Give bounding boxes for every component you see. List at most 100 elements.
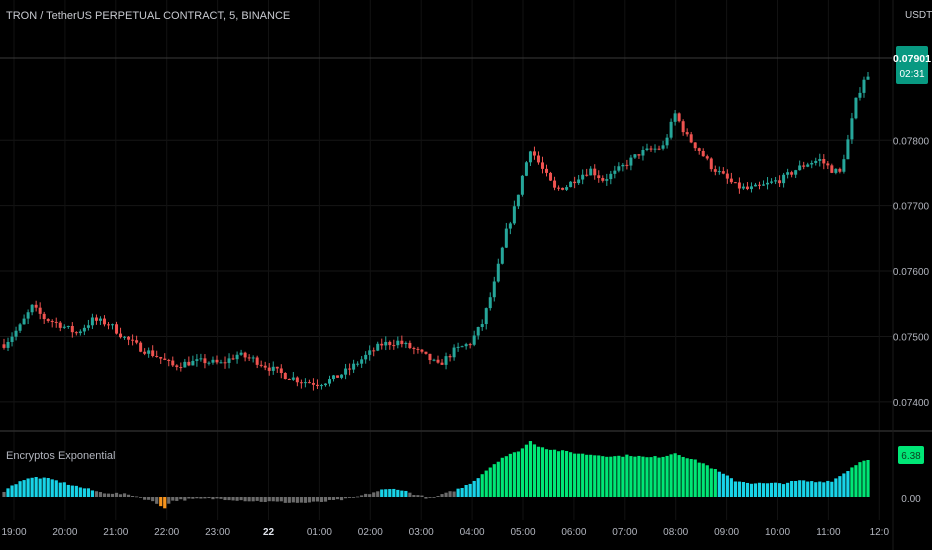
candle-body <box>392 345 396 347</box>
histogram-bar <box>46 478 50 497</box>
histogram-bar <box>90 490 95 497</box>
candle-body <box>127 336 131 340</box>
histogram-bar <box>191 497 195 499</box>
histogram-bar <box>179 497 183 500</box>
candle-body <box>86 325 90 328</box>
histogram-bar <box>830 481 834 497</box>
histogram-bar <box>733 481 737 497</box>
candle-body <box>303 382 307 384</box>
candle-body <box>183 361 187 368</box>
symbol-title[interactable]: TRON / TetherUS PERPETUAL CONTRACT, 5, B… <box>6 10 291 22</box>
candle-body <box>577 179 581 184</box>
histogram-bar <box>697 462 701 497</box>
histogram-bar <box>649 457 653 497</box>
candle-body <box>328 379 332 384</box>
candle-body <box>677 113 681 122</box>
candle-body <box>115 324 119 334</box>
candle-body <box>545 168 549 173</box>
histogram-bar <box>633 456 637 497</box>
candle-body <box>428 353 432 361</box>
histogram-bar <box>818 481 822 497</box>
candle-body <box>412 348 416 350</box>
histogram-bar <box>773 482 778 497</box>
histogram-bar <box>810 481 814 497</box>
histogram-bar <box>368 494 372 497</box>
histogram-bar <box>275 497 279 502</box>
time-tick-label: 02:00 <box>358 527 383 538</box>
histogram-bar <box>685 458 689 497</box>
candle-body <box>259 364 263 366</box>
candle-body <box>227 358 231 363</box>
candle-body <box>159 356 163 359</box>
candle-body <box>336 375 340 378</box>
histogram-bar <box>577 453 581 497</box>
candle-body <box>850 118 854 140</box>
candle-body <box>496 263 500 282</box>
histogram-bar <box>488 467 492 497</box>
candle-body <box>307 382 311 384</box>
histogram-bar <box>331 497 336 500</box>
candle-body <box>271 366 275 371</box>
candle-body <box>283 372 287 380</box>
candle-body <box>384 341 388 346</box>
histogram-bar <box>315 497 320 502</box>
histogram-bar <box>167 497 171 504</box>
histogram-bar <box>786 482 790 497</box>
histogram-bar <box>854 465 858 497</box>
histogram-bar <box>468 483 472 497</box>
time-tick-label: 22:00 <box>154 527 179 538</box>
candle-body <box>725 173 729 179</box>
histogram-bar <box>110 493 115 497</box>
candle-body <box>376 343 380 351</box>
histogram-bar <box>565 450 569 497</box>
price-axis[interactable]: 0.07800 0.07700 0.07600 0.07500 0.07400 <box>893 136 930 409</box>
histogram-bar <box>259 497 263 502</box>
candle-body <box>770 181 774 183</box>
candle-body <box>448 356 452 358</box>
histogram-bar <box>408 492 412 497</box>
histogram-bar <box>323 497 328 502</box>
candle-body <box>464 344 468 347</box>
candle-body <box>613 170 617 174</box>
histogram-bar <box>613 456 617 497</box>
histogram-bar <box>82 488 86 497</box>
histogram-bar <box>842 473 846 497</box>
candle-body <box>416 348 420 350</box>
candle-body <box>175 365 179 368</box>
candle-body <box>380 343 384 346</box>
candle-body <box>798 165 802 171</box>
candle-body <box>299 382 303 384</box>
candle-body <box>693 142 697 149</box>
histogram-bar <box>641 456 645 497</box>
candle-body <box>319 385 323 387</box>
histogram-bar <box>713 469 717 497</box>
indicator-title[interactable]: Encryptos Exponential <box>6 450 116 462</box>
histogram-bar <box>597 455 601 497</box>
histogram-bar <box>544 449 549 497</box>
price-tick-label: 0.07500 <box>893 332 930 343</box>
candle-body <box>516 194 520 207</box>
quote-unit-label[interactable]: USDT <box>905 10 932 21</box>
candle-body <box>263 365 267 368</box>
candle-body <box>653 148 657 150</box>
candle-body <box>822 158 826 164</box>
histogram-bar <box>376 491 380 497</box>
histogram-bar <box>2 491 6 497</box>
candle-body <box>681 121 685 133</box>
histogram-bar <box>388 489 392 497</box>
histogram-bar <box>460 487 464 497</box>
histogram-bar <box>432 497 436 498</box>
histogram-bar <box>585 454 589 497</box>
indicator-zero-label: 0.00 <box>901 494 921 505</box>
candle-body <box>167 359 171 361</box>
candle-body <box>34 304 38 308</box>
histogram-bar <box>858 462 862 497</box>
histogram-bar <box>745 482 750 497</box>
candle-body <box>721 171 725 174</box>
histogram-bar <box>625 454 629 497</box>
candle-body <box>54 321 58 323</box>
histogram-bar <box>802 480 806 497</box>
time-axis[interactable]: 19:00 20:00 21:00 22:00 23:00 22 01:00 02:00 03:… <box>1 527 889 538</box>
time-tick-label: 19:00 <box>1 527 26 538</box>
histogram-bar <box>484 470 488 497</box>
